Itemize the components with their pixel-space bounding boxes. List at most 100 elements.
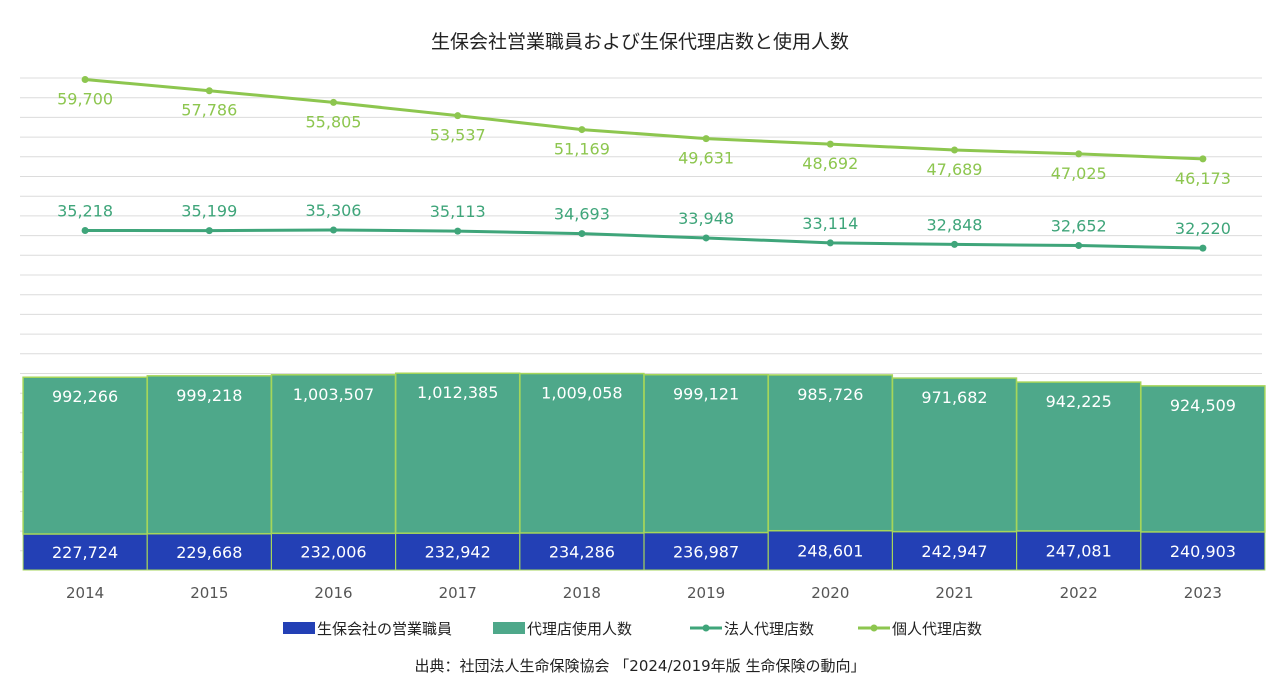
label-corporate-agencies: 33,948 bbox=[678, 209, 734, 228]
legend-label: 法人代理店数 bbox=[724, 620, 814, 638]
point-individual-agencies bbox=[1075, 150, 1083, 158]
x-tick-label: 2020 bbox=[811, 584, 849, 602]
label-corporate-agencies: 33,114 bbox=[802, 214, 858, 233]
label-corporate-agencies: 35,113 bbox=[430, 202, 486, 221]
point-corporate-agencies bbox=[1199, 244, 1207, 252]
x-tick-label: 2022 bbox=[1060, 584, 1098, 602]
point-corporate-agencies bbox=[702, 234, 710, 242]
x-tick-label: 2019 bbox=[687, 584, 725, 602]
label-individual-agencies: 59,700 bbox=[57, 90, 113, 109]
x-tick-label: 2016 bbox=[314, 584, 352, 602]
label-corporate-agencies: 32,220 bbox=[1175, 219, 1231, 238]
bar-label-agency-staff: 1,012,385 bbox=[417, 383, 498, 402]
label-corporate-agencies: 35,199 bbox=[181, 202, 237, 221]
legend-swatch-marker bbox=[702, 624, 710, 632]
x-tick-label: 2023 bbox=[1184, 584, 1222, 602]
bar-label-sales-staff: 240,903 bbox=[1170, 542, 1236, 561]
legend: 生保会社の営業職員 代理店使用人数 法人代理店数 個人代理店数 bbox=[283, 620, 982, 638]
bar-sales-staff bbox=[146, 533, 272, 571]
x-tick-label: 2018 bbox=[563, 584, 601, 602]
bar-label-sales-staff: 236,987 bbox=[673, 542, 739, 561]
bar-label-sales-staff: 248,601 bbox=[797, 541, 863, 560]
point-corporate-agencies bbox=[205, 227, 213, 235]
line-corporate-agencies bbox=[85, 228, 1203, 250]
point-individual-agencies bbox=[826, 140, 834, 148]
bar-agency-staff bbox=[22, 376, 148, 535]
bars-group: 227,724 992,266 229,668 999,218 232,006 1,003… bbox=[22, 372, 1266, 571]
legend-label: 個人代理店数 bbox=[892, 620, 982, 638]
bar-label-sales-staff: 232,942 bbox=[425, 543, 491, 562]
x-tick-label: 2017 bbox=[439, 584, 477, 602]
legend-swatch bbox=[493, 622, 525, 634]
point-corporate-agencies bbox=[81, 227, 89, 234]
legend-swatch bbox=[283, 622, 315, 634]
bar-label-sales-staff: 227,724 bbox=[52, 543, 118, 562]
label-individual-agencies: 47,689 bbox=[927, 160, 983, 179]
bar-label-agency-staff: 985,726 bbox=[797, 385, 863, 404]
bar-label-agency-staff: 924,509 bbox=[1170, 396, 1236, 415]
bar-sales-staff bbox=[519, 532, 645, 571]
bar-sales-staff bbox=[767, 530, 893, 571]
point-individual-agencies bbox=[330, 98, 337, 106]
bar-agency-staff bbox=[643, 373, 769, 534]
point-individual-agencies bbox=[702, 135, 710, 143]
point-individual-agencies bbox=[1199, 155, 1207, 163]
line-individual-agencies bbox=[84, 78, 1203, 161]
label-individual-agencies: 57,786 bbox=[181, 101, 237, 120]
bar-sales-staff bbox=[1140, 531, 1266, 571]
label-individual-agencies: 46,173 bbox=[1175, 169, 1231, 188]
label-corporate-agencies: 34,693 bbox=[554, 205, 610, 224]
x-tick-label: 2014 bbox=[66, 584, 104, 602]
legend-swatch-marker bbox=[870, 624, 878, 632]
bar-label-agency-staff: 942,225 bbox=[1046, 392, 1112, 411]
label-corporate-agencies: 32,848 bbox=[927, 215, 983, 234]
bar-label-sales-staff: 232,006 bbox=[300, 543, 366, 562]
x-axis-ticks: 2014 2015 2016 2017 2018 2019 2020 2021 2022 2023 bbox=[66, 584, 1222, 602]
bar-agency-staff bbox=[270, 374, 397, 535]
legend-label: 生保会社の営業職員 bbox=[317, 620, 452, 638]
point-individual-agencies bbox=[454, 112, 462, 120]
bar-agency-staff bbox=[767, 374, 894, 532]
point-individual-agencies bbox=[205, 87, 213, 95]
bar-sales-staff bbox=[395, 532, 521, 571]
bar-agency-staff bbox=[146, 375, 273, 535]
bar-label-sales-staff: 242,947 bbox=[921, 542, 987, 561]
point-corporate-agencies bbox=[330, 226, 337, 234]
point-corporate-agencies bbox=[826, 239, 834, 247]
label-individual-agencies: 53,537 bbox=[430, 126, 486, 145]
bar-agency-staff bbox=[1140, 385, 1266, 533]
bar-label-agency-staff: 1,003,507 bbox=[293, 385, 374, 404]
bar-agency-staff bbox=[519, 372, 645, 534]
point-corporate-agencies bbox=[578, 230, 586, 238]
source-note: 出典：社団法人生命保険協会 「2024/2019年版 生命保険の動向」 bbox=[415, 657, 866, 675]
bar-label-agency-staff: 992,266 bbox=[52, 387, 118, 406]
label-corporate-agencies: 35,306 bbox=[306, 201, 362, 220]
point-individual-agencies bbox=[951, 146, 958, 154]
bar-sales-staff bbox=[892, 531, 1017, 571]
x-tick-label: 2021 bbox=[935, 584, 973, 602]
bar-agency-staff bbox=[891, 377, 1018, 533]
lines-group: 35,218 35,199 35,306 35,113 34,693 33,948 33,1… bbox=[57, 76, 1231, 252]
point-corporate-agencies bbox=[951, 240, 958, 248]
bar-label-agency-staff: 999,218 bbox=[176, 386, 242, 405]
bar-label-sales-staff: 229,668 bbox=[176, 543, 242, 562]
legend-label: 代理店使用人数 bbox=[527, 620, 632, 638]
bar-agency-staff bbox=[394, 372, 521, 534]
point-individual-agencies bbox=[81, 76, 89, 83]
label-individual-agencies: 47,025 bbox=[1051, 164, 1107, 183]
point-individual-agencies bbox=[578, 126, 586, 134]
x-tick-label: 2015 bbox=[190, 584, 228, 602]
bar-label-agency-staff: 999,121 bbox=[673, 385, 739, 404]
bar-sales-staff bbox=[643, 532, 769, 571]
bar-label-sales-staff: 234,286 bbox=[549, 542, 615, 561]
point-corporate-agencies bbox=[1075, 242, 1083, 250]
bar-agency-staff bbox=[1015, 381, 1142, 532]
label-individual-agencies: 51,169 bbox=[554, 140, 610, 159]
label-individual-agencies: 48,692 bbox=[802, 154, 858, 173]
label-corporate-agencies: 35,218 bbox=[57, 202, 113, 221]
chart-title: 生保会社営業職員および生保代理店数と使用人数 bbox=[431, 31, 849, 53]
bar-label-agency-staff: 971,682 bbox=[921, 388, 987, 407]
bar-label-agency-staff: 1,009,058 bbox=[541, 384, 622, 403]
label-individual-agencies: 55,805 bbox=[306, 112, 362, 131]
